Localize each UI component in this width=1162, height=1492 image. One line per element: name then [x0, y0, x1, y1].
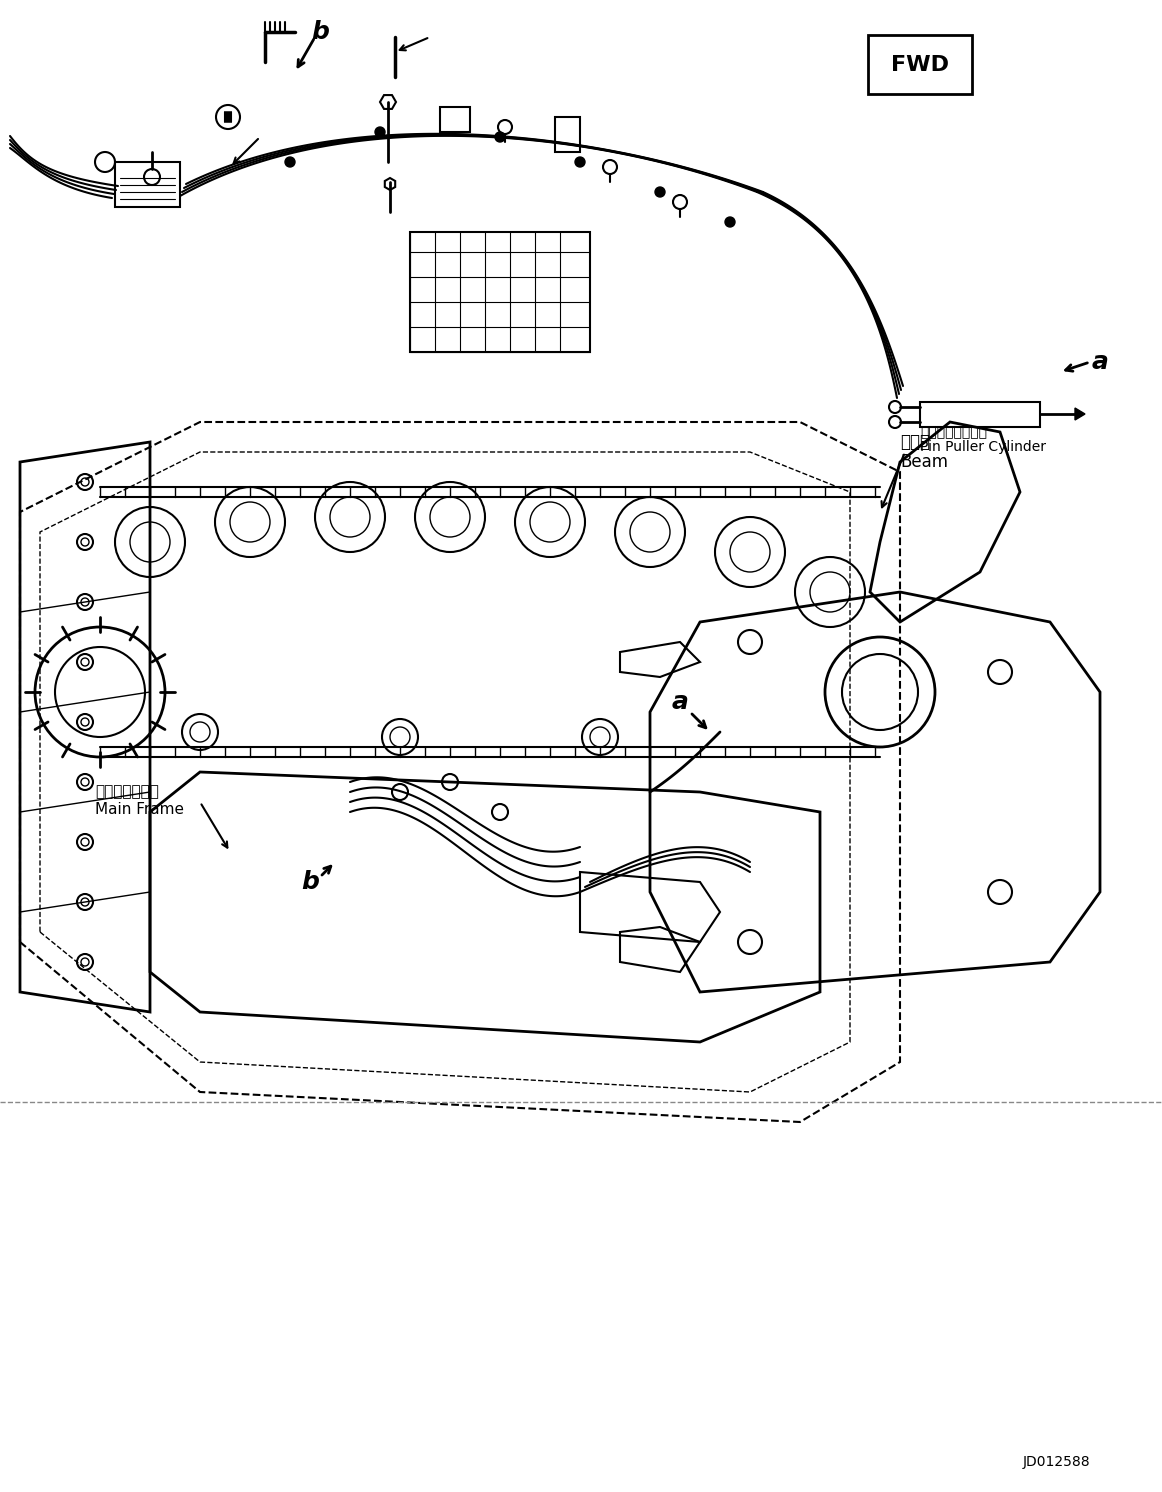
Text: Main Frame: Main Frame [95, 803, 184, 818]
Text: FWD: FWD [891, 55, 949, 75]
Text: ピンプラシリンダ: ピンプラシリンダ [920, 425, 987, 439]
Bar [115, 163, 180, 207]
Text: メインフレーム: メインフレーム [95, 785, 159, 800]
Bar [410, 231, 590, 352]
Circle shape [725, 216, 736, 227]
Text: a: a [672, 689, 688, 715]
Circle shape [375, 127, 385, 137]
Circle shape [495, 131, 505, 142]
Text: b: b [311, 19, 329, 43]
Bar [440, 107, 469, 131]
Circle shape [285, 157, 295, 167]
Text: b: b [301, 870, 318, 894]
Polygon shape [1075, 407, 1085, 421]
FancyBboxPatch shape [868, 34, 971, 94]
Text: JD012588: JD012588 [1023, 1455, 1090, 1470]
Text: ビーム: ビーム [901, 433, 930, 451]
Bar [555, 116, 580, 152]
Circle shape [655, 186, 665, 197]
Circle shape [575, 157, 584, 167]
Text: Beam: Beam [901, 454, 948, 471]
Text: Pin Puller Cylinder: Pin Puller Cylinder [920, 440, 1046, 454]
Text: a: a [1091, 351, 1109, 374]
